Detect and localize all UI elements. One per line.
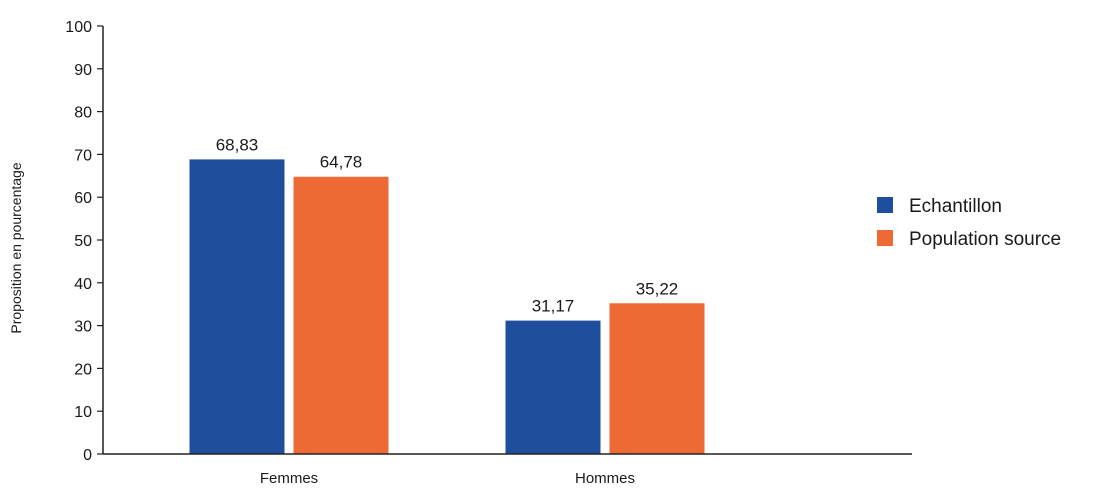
y-axis-label: Proposition en pourcentage [8,162,24,333]
y-tick-label: 80 [74,105,92,122]
x-tick-label-hommes: Hommes [575,470,635,487]
legend-label: Population source [909,229,1061,250]
legend-item-echantillon: Echantillon [877,196,1002,217]
legend-swatch [877,197,893,213]
y-tick-label: 50 [74,233,92,250]
x-tick-label-femmes: Femmes [260,470,318,487]
y-tick-label: 90 [74,62,92,79]
bars: 68,83 64,78 31,17 35,22 [189,135,705,455]
data-label-echantillon-hommes: 31,17 [532,297,575,316]
bar-echantillon-femmes [189,159,285,454]
y-tick-label: 40 [74,276,92,293]
bar-population-source-femmes [293,176,389,455]
legend-label: Echantillon [909,196,1002,217]
data-label-population-source-femmes: 64,78 [320,153,363,172]
y-tick-label: 70 [74,147,92,164]
legend-item-population-source: Population source [877,229,1061,250]
legend-swatch [877,230,893,246]
x-axis: Femmes Hommes [103,453,912,487]
legend: Echantillon Population source [877,196,1061,250]
y-tick-label: 0 [83,447,92,464]
y-tick-label: 10 [74,404,92,421]
bar-echantillon-hommes [505,320,601,454]
y-tick-label: 60 [74,190,92,207]
y-tick-label: 100 [65,19,92,36]
data-label-echantillon-femmes: 68,83 [216,135,259,154]
data-label-population-source-hommes: 35,22 [636,279,679,298]
bar-population-source-hommes [609,303,705,454]
y-tick-label: 20 [74,361,92,378]
y-axis: 0 10 20 30 40 50 60 70 80 90 100 [65,19,104,464]
y-tick-label: 30 [74,319,92,336]
